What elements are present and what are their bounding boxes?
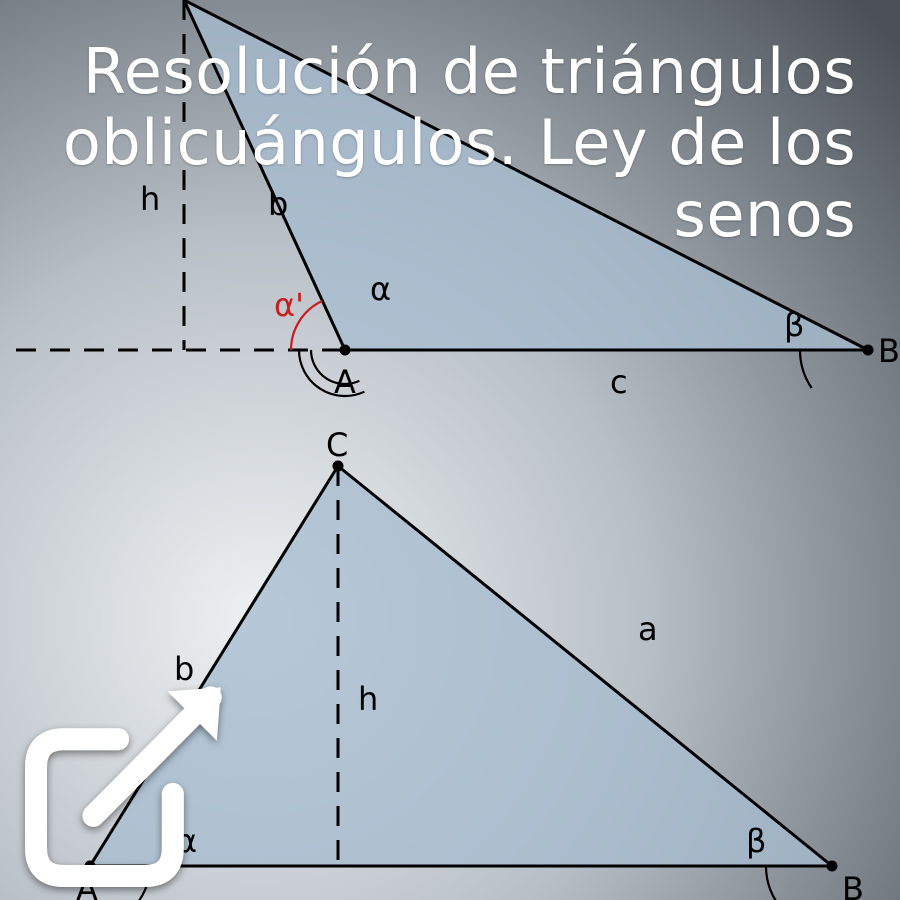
label-B: B xyxy=(842,870,864,900)
label-alpha_prime: α' xyxy=(274,286,304,324)
label-A: A xyxy=(334,363,356,401)
label-C: C xyxy=(326,426,348,464)
page-title: Resolución de triángulos oblicuángulos. … xyxy=(36,36,856,250)
label-beta: β xyxy=(784,306,804,344)
label-c: c xyxy=(610,363,628,401)
label-b: b xyxy=(174,650,194,688)
stage: ABhbcαα'βABCabhαβ Resolución de triángul… xyxy=(0,0,900,900)
label-B: B xyxy=(878,332,900,370)
label-a: a xyxy=(638,610,658,648)
vertex-A xyxy=(340,345,351,356)
label-h: h xyxy=(358,680,378,718)
label-alpha: α xyxy=(370,270,391,308)
label-beta: β xyxy=(746,822,766,860)
vertex-B xyxy=(827,861,838,872)
vertex-B xyxy=(863,345,874,356)
